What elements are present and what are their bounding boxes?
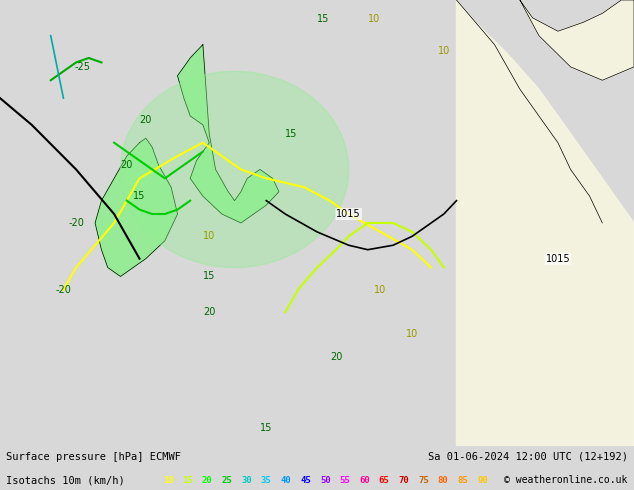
Text: 10: 10 — [374, 285, 387, 295]
Text: 15: 15 — [133, 191, 146, 201]
Text: 85: 85 — [458, 476, 468, 485]
Text: 40: 40 — [281, 476, 291, 485]
Text: Surface pressure [hPa] ECMWF: Surface pressure [hPa] ECMWF — [6, 452, 181, 462]
Text: 20: 20 — [139, 115, 152, 125]
Text: -20: -20 — [68, 218, 84, 228]
Text: 15: 15 — [183, 476, 193, 485]
Text: 60: 60 — [359, 476, 370, 485]
Text: 1015: 1015 — [546, 254, 570, 264]
Text: 1015: 1015 — [337, 209, 361, 219]
Text: 20: 20 — [120, 160, 133, 170]
Text: 10: 10 — [163, 476, 173, 485]
Polygon shape — [95, 138, 178, 276]
Text: 15: 15 — [285, 129, 298, 139]
Text: 70: 70 — [399, 476, 409, 485]
Polygon shape — [456, 0, 634, 446]
Text: 20: 20 — [202, 476, 212, 485]
Text: 25: 25 — [222, 476, 232, 485]
Text: Isotachs 10m (km/h): Isotachs 10m (km/h) — [6, 475, 125, 485]
Text: 10: 10 — [406, 329, 418, 340]
Text: 35: 35 — [261, 476, 271, 485]
Text: -25: -25 — [74, 62, 91, 72]
Text: 20: 20 — [203, 307, 216, 317]
Text: 30: 30 — [242, 476, 252, 485]
Text: 15: 15 — [317, 14, 330, 24]
Text: 10: 10 — [368, 14, 380, 24]
Text: 20: 20 — [330, 352, 342, 362]
Text: © weatheronline.co.uk: © weatheronline.co.uk — [504, 475, 628, 485]
Text: 65: 65 — [379, 476, 389, 485]
Polygon shape — [520, 0, 634, 80]
Text: 50: 50 — [320, 476, 330, 485]
Text: 80: 80 — [438, 476, 448, 485]
Text: 45: 45 — [301, 476, 311, 485]
Polygon shape — [120, 72, 349, 268]
Text: 15: 15 — [203, 271, 216, 281]
Text: 75: 75 — [418, 476, 429, 485]
Text: Sa 01-06-2024 12:00 UTC (12+192): Sa 01-06-2024 12:00 UTC (12+192) — [428, 452, 628, 462]
Polygon shape — [178, 45, 279, 223]
Text: 10: 10 — [437, 46, 450, 55]
Text: 15: 15 — [260, 423, 273, 433]
Text: -20: -20 — [55, 285, 72, 295]
Text: 10: 10 — [203, 231, 216, 242]
Text: 55: 55 — [340, 476, 350, 485]
Text: 90: 90 — [477, 476, 488, 485]
